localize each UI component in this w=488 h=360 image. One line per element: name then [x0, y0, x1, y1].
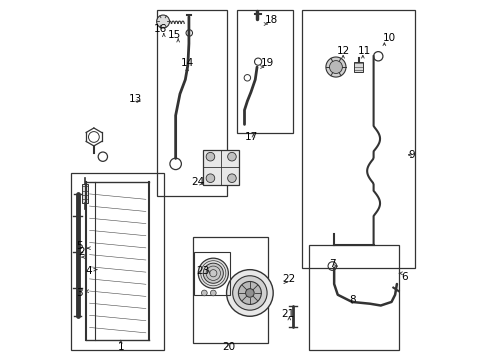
Circle shape [227, 174, 236, 183]
Text: 9: 9 [407, 150, 414, 160]
Text: 5: 5 [76, 241, 82, 251]
Circle shape [226, 270, 273, 316]
Text: 12: 12 [336, 46, 349, 56]
Text: 16: 16 [153, 24, 166, 35]
Circle shape [206, 152, 214, 161]
Circle shape [210, 290, 216, 296]
Text: 11: 11 [357, 46, 370, 56]
Bar [203, 149, 239, 185]
Circle shape [325, 57, 346, 77]
Circle shape [245, 289, 254, 297]
Circle shape [227, 152, 236, 161]
Bar [192, 237, 267, 343]
Text: 4: 4 [85, 266, 92, 276]
Bar [194, 252, 230, 295]
Text: 19: 19 [261, 58, 274, 68]
Circle shape [232, 276, 266, 310]
Circle shape [156, 15, 169, 28]
Circle shape [198, 258, 228, 288]
Circle shape [238, 282, 261, 305]
Circle shape [203, 263, 223, 283]
Text: 2: 2 [78, 247, 84, 257]
Text: 6: 6 [400, 272, 407, 282]
Bar [70, 173, 163, 350]
Text: 7: 7 [328, 259, 335, 269]
Text: 18: 18 [264, 15, 278, 26]
Text: 24: 24 [191, 177, 204, 187]
Text: 13: 13 [128, 94, 142, 104]
Text: 10: 10 [383, 33, 395, 43]
Text: 1: 1 [117, 342, 124, 352]
Bar [237, 10, 292, 134]
Circle shape [329, 60, 342, 73]
Text: 3: 3 [76, 288, 82, 298]
Text: 8: 8 [348, 295, 355, 305]
Bar [353, 62, 362, 72]
Circle shape [201, 290, 207, 296]
Bar [301, 10, 414, 268]
Text: 22: 22 [282, 274, 295, 284]
Text: 14: 14 [180, 58, 193, 68]
Text: 17: 17 [244, 132, 258, 142]
Bar [308, 244, 398, 350]
Bar [82, 184, 88, 203]
Text: 21: 21 [280, 310, 294, 319]
Text: 20: 20 [222, 342, 234, 352]
Circle shape [206, 174, 214, 183]
Text: 15: 15 [167, 30, 181, 40]
Text: 23: 23 [196, 266, 209, 276]
Bar [156, 10, 226, 196]
